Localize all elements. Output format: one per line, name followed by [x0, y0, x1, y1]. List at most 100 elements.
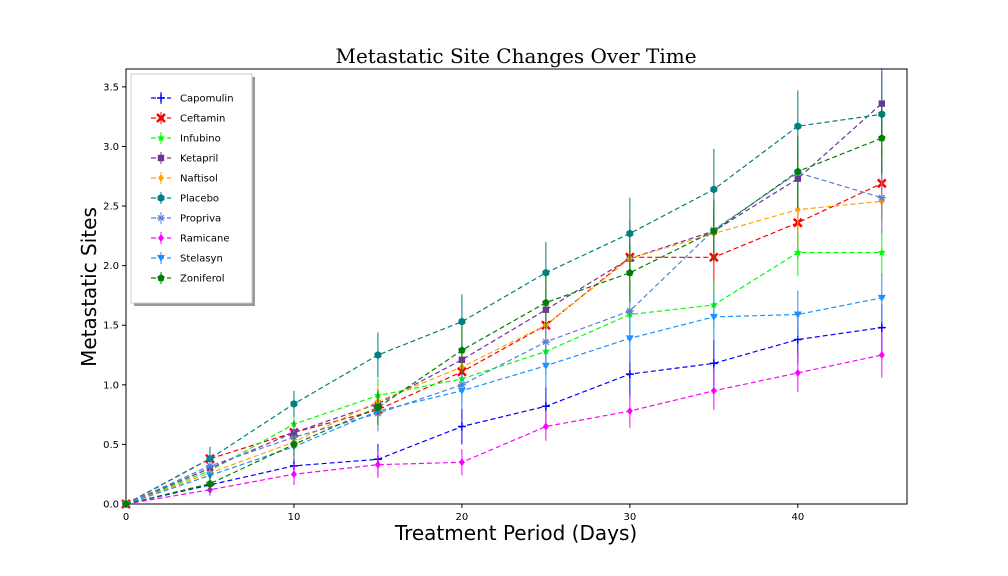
data-point — [793, 311, 802, 319]
series-line — [125, 297, 882, 505]
series-line — [125, 103, 883, 505]
legend-item: Ramicane — [151, 232, 230, 245]
y-tick-label: 3.0 — [103, 142, 119, 153]
data-point — [157, 255, 165, 262]
y-axis-label: Metastatic Sites — [77, 207, 101, 367]
data-point — [542, 268, 550, 277]
data-point — [877, 194, 886, 201]
legend-label: Capomulin — [180, 94, 234, 105]
series-group — [121, 67, 887, 509]
data-point — [541, 402, 550, 411]
data-point — [458, 346, 466, 354]
series-line — [125, 172, 882, 505]
data-point — [794, 205, 801, 214]
legend-item: Infubino — [151, 132, 221, 145]
data-point — [290, 470, 297, 479]
legend-label: Ramicane — [180, 234, 230, 245]
legend-label: Infubino — [180, 134, 221, 145]
data-point — [157, 134, 165, 142]
legend-label: Zoniferol — [180, 274, 225, 285]
y-tick-label: 1.5 — [103, 321, 119, 332]
data-point — [626, 229, 634, 238]
data-point — [710, 227, 718, 235]
series-zoniferol — [122, 102, 886, 508]
data-point — [458, 317, 466, 326]
data-point — [710, 185, 718, 194]
legend-label: Ceftamin — [180, 114, 225, 125]
series-line — [125, 251, 882, 505]
data-point — [458, 458, 465, 467]
data-point — [290, 399, 298, 408]
data-point — [157, 274, 165, 282]
data-point — [157, 94, 165, 102]
data-point — [709, 313, 718, 321]
data-point — [625, 335, 634, 343]
data-point — [374, 351, 382, 360]
y-tick-label: 2.0 — [103, 261, 119, 272]
data-point — [878, 248, 886, 256]
data-point — [794, 248, 802, 256]
data-point — [122, 500, 130, 508]
data-point — [374, 403, 382, 411]
x-tick-label: 0 — [123, 512, 129, 523]
series-line — [125, 354, 882, 505]
series-capomulin — [122, 303, 886, 508]
legend-item: Stelasyn — [151, 252, 223, 265]
x-axis-label: Treatment Period (Days) — [394, 521, 637, 545]
x-tick-label: 10 — [288, 512, 301, 523]
legend-item: Propriva — [151, 212, 221, 225]
x-tick-label: 40 — [791, 512, 804, 523]
y-tick-label: 2.5 — [103, 202, 119, 213]
data-point — [625, 307, 634, 315]
legend-label: Ketapril — [180, 154, 218, 165]
legend-item: Placebo — [151, 192, 219, 205]
series-ramicane — [123, 332, 885, 508]
data-point — [157, 194, 165, 202]
series-line — [125, 327, 882, 505]
data-point — [157, 154, 165, 162]
legend-box — [130, 73, 253, 304]
legend-label: Stelasyn — [180, 254, 223, 265]
y-tick-label: 3.5 — [103, 82, 119, 93]
legend-item: Naftisol — [151, 172, 218, 185]
data-point — [794, 122, 802, 131]
x-tick-label: 30 — [624, 512, 637, 523]
series-line — [125, 200, 882, 505]
legend-item: Capomulin — [151, 92, 234, 105]
data-point — [156, 113, 166, 123]
legend-label: Naftisol — [180, 174, 218, 185]
data-point — [206, 479, 214, 487]
data-point — [710, 386, 717, 395]
data-point — [626, 407, 633, 416]
data-point — [290, 440, 298, 448]
data-point — [542, 422, 549, 431]
data-point — [878, 351, 885, 360]
data-point — [158, 174, 164, 182]
series-line — [125, 113, 882, 505]
legend-item: Ketapril — [151, 152, 218, 165]
legend-label: Propriva — [180, 214, 221, 225]
legend-label: Placebo — [180, 194, 219, 205]
legend: Capomulin Ceftamin Infubino Ketapril Naftiso… — [130, 73, 255, 306]
data-point — [877, 294, 886, 302]
series-stelasyn — [122, 273, 886, 508]
y-tick-label: 0.5 — [103, 440, 119, 451]
x-tick-label: 20 — [456, 512, 469, 523]
y-tick-label: 0.0 — [103, 500, 119, 511]
data-point — [626, 268, 634, 277]
data-point — [542, 298, 550, 306]
axes: 0 10 20 30 40 0.0 0.5 1.0 1.5 2.0 2.5 3.0 3.5 — [103, 82, 804, 523]
data-point — [457, 387, 466, 395]
chart-title: Metastatic Site Changes Over Time — [335, 44, 696, 68]
data-point — [794, 167, 802, 175]
legend-item: Zoniferol — [151, 272, 225, 285]
data-point — [625, 370, 634, 379]
plot-area — [125, 68, 908, 505]
data-point — [541, 362, 550, 370]
data-point — [374, 460, 381, 469]
series-line — [125, 182, 883, 505]
data-point — [709, 359, 718, 368]
data-point — [158, 234, 164, 242]
data-point — [457, 422, 466, 431]
